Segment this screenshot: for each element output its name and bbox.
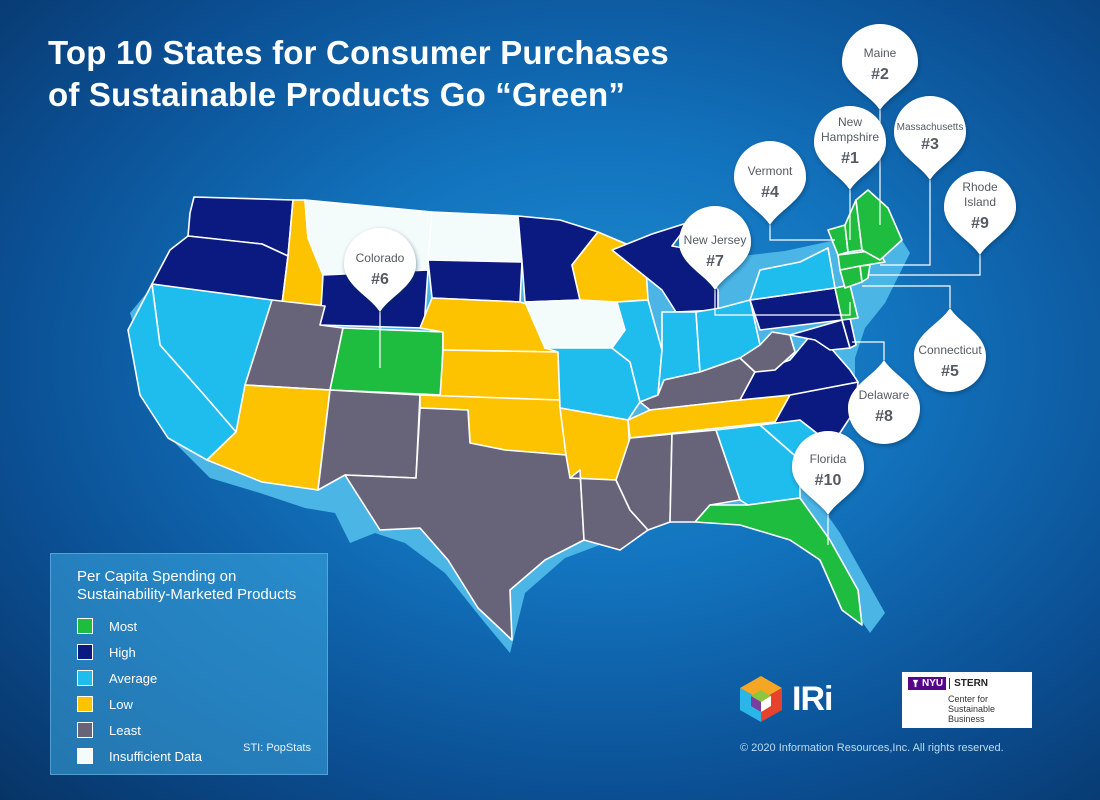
callout-new-jersey-rank: #7 [706, 253, 724, 270]
nyu-text: NYU [922, 678, 944, 689]
callout-rhode-island-rank: #9 [971, 215, 989, 232]
callout-pins [344, 24, 1016, 515]
callout-connecticut-rank: #5 [941, 363, 959, 380]
legend-title-line2: Sustainability-Marketed Products [77, 586, 297, 603]
legend-title: Per Capita Spending on Sustainability-Ma… [77, 568, 327, 604]
nyu-subtitle: Center for Sustainable Business [948, 694, 1026, 724]
legend-title-line1: Per Capita Spending on [77, 568, 237, 585]
state-texas[interactable] [344, 407, 585, 641]
callout-new-hampshire-rank: #1 [841, 150, 859, 167]
pin-delaware[interactable] [848, 360, 920, 444]
legend-label-insufficient: Insufficient Data [109, 748, 202, 764]
legend-item-high: High [77, 639, 327, 665]
map-title: Top 10 States for Consumer Purchases of … [48, 32, 669, 116]
callout-delaware-rank: #8 [875, 408, 893, 425]
callout-new-jersey-state: New Jersey [684, 233, 747, 247]
legend-source: STI: PopStats [243, 742, 311, 754]
callout-new-hampshire-state-1: New [838, 115, 862, 129]
legend-label-high: High [109, 644, 136, 660]
pin-new-hampshire[interactable] [814, 106, 886, 190]
nyu-subtitle-line2: Sustainable Business [948, 704, 996, 724]
callout-vermont-state: Vermont [748, 164, 793, 178]
state-florida[interactable] [694, 497, 863, 626]
nyu-subtitle-line1: Center for [948, 694, 989, 704]
state-new-mexico[interactable] [317, 389, 421, 491]
pin-rhode-island[interactable] [944, 171, 1016, 255]
legend-swatch-most [77, 618, 93, 634]
pin-colorado[interactable] [344, 228, 416, 312]
state-maine[interactable] [855, 189, 903, 261]
copyright: © 2020 Information Resources,Inc. All ri… [740, 742, 1004, 754]
legend-item-least: Least [77, 717, 327, 743]
nyu-torch-icon [912, 679, 919, 688]
callout-colorado-rank: #6 [371, 271, 389, 288]
legend-item-low: Low [77, 691, 327, 717]
legend-swatch-average [77, 670, 93, 686]
pin-connecticut[interactable] [914, 308, 986, 392]
legend-label-least: Least [109, 722, 141, 738]
state-kansas[interactable] [439, 349, 561, 401]
pin-vermont[interactable] [734, 141, 806, 225]
state-maryland[interactable] [789, 319, 851, 351]
legend-swatch-insufficient [77, 748, 93, 764]
legend-swatch-low [77, 696, 93, 712]
pin-florida[interactable] [792, 431, 864, 515]
callout-new-hampshire-state-2: Hampshire [821, 130, 879, 144]
callout-florida-rank: #10 [815, 472, 842, 489]
iri-cube-icon [740, 676, 782, 722]
nyu-stern-wordmark: NYU STERN [908, 677, 1026, 690]
legend-label-average: Average [109, 670, 158, 686]
callout-rhode-island-state-1: Rhode [962, 180, 998, 194]
nyu-badge: NYU [908, 677, 947, 690]
pin-new-jersey[interactable] [679, 206, 751, 290]
callout-connecticut-state: Connecticut [918, 343, 982, 357]
iri-logo: IRi [738, 674, 833, 724]
callout-maine-rank: #2 [871, 66, 889, 83]
callout-delaware-state: Delaware [859, 388, 910, 402]
legend-label-most: Most [109, 618, 138, 634]
callout-colorado-state: Colorado [356, 251, 405, 265]
state-new-york[interactable] [749, 247, 836, 301]
callout-rhode-island-state-2: Island [964, 195, 996, 209]
state-north-dakota[interactable] [427, 211, 523, 263]
callout-massachusetts-rank: #3 [921, 136, 939, 153]
map-title-line2: of Sustainable Products Go “Green” [48, 76, 626, 113]
legend-item-average: Average [77, 665, 327, 691]
callout-leaders [379, 110, 981, 545]
iri-logo-text: IRi [792, 679, 833, 718]
map-title-line1: Top 10 States for Consumer Purchases [48, 34, 669, 71]
state-west-virginia[interactable] [739, 331, 796, 373]
callout-vermont-rank: #4 [761, 184, 779, 201]
callout-massachusetts-state: Massachusetts [897, 122, 964, 133]
callout-labels: Maine #2 Massachusetts #3 New Hampshire … [356, 46, 998, 489]
legend-label-low: Low [109, 696, 133, 712]
callout-maine-state: Maine [864, 46, 897, 60]
stern-text: STERN [949, 678, 988, 689]
state-south-dakota[interactable] [427, 259, 523, 303]
nyu-stern-logo: NYU STERN Center for Sustainable Busines… [902, 672, 1032, 728]
callout-florida-state: Florida [810, 452, 847, 466]
legend-item-most: Most [77, 613, 327, 639]
states [127, 189, 903, 641]
map-legend: Per Capita Spending on Sustainability-Ma… [50, 553, 328, 775]
pin-maine[interactable] [842, 24, 918, 110]
legend-swatch-high [77, 644, 93, 660]
pin-massachusetts[interactable] [894, 96, 966, 180]
legend-item-insufficient: Insufficient Data [77, 743, 327, 769]
legend-swatch-least [77, 722, 93, 738]
state-colorado[interactable] [329, 327, 444, 396]
